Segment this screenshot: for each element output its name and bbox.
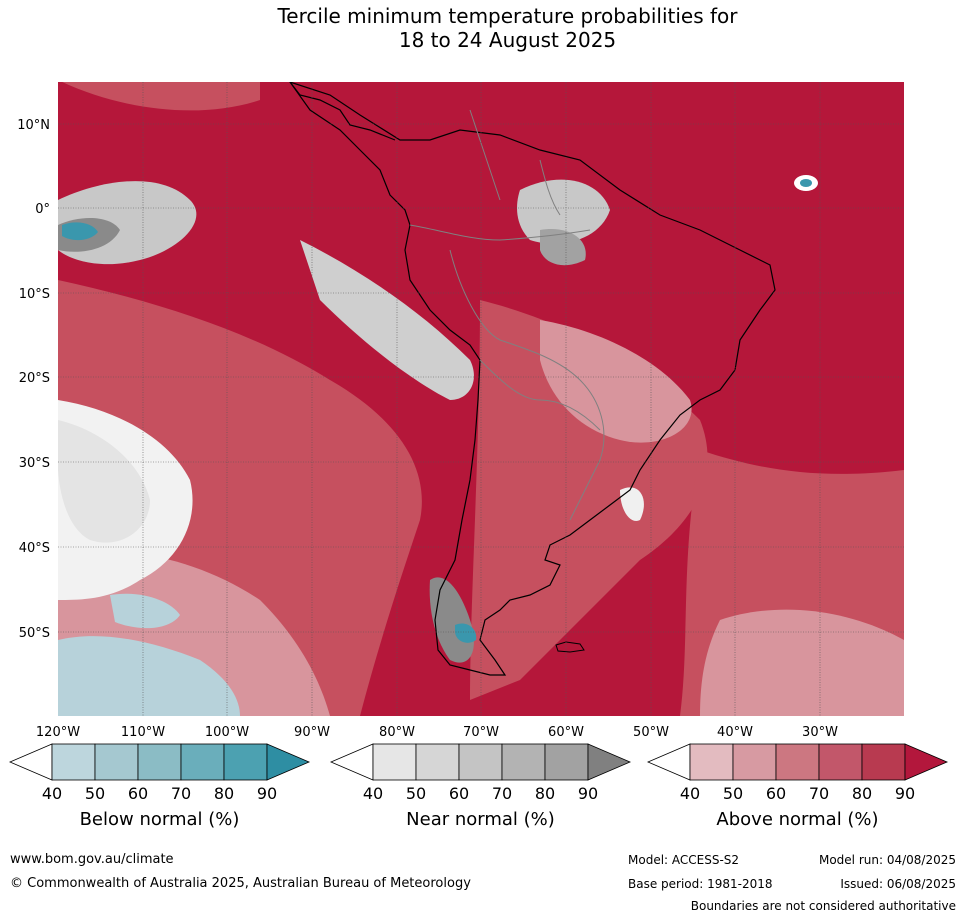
colorbar-tick-label: 70	[171, 784, 191, 803]
colorbar-segment	[223, 743, 268, 781]
colorbar-title: Below normal (%)	[80, 809, 240, 830]
colorbar-segment	[689, 743, 734, 781]
footer-model: Model: ACCESS-S2	[628, 853, 740, 867]
lon-label: 120°W	[36, 725, 80, 740]
legend-near-normal: 40 50 60 70 80 90 Near normal (%)	[329, 743, 632, 830]
footer-copyright: © Commonwealth of Australia 2025, Austra…	[10, 876, 471, 891]
lat-label: 10°N	[17, 118, 50, 133]
colorbar-tick-label: 40	[42, 784, 62, 803]
region-gray-venezuela	[517, 179, 610, 244]
lat-label: 40°S	[19, 541, 50, 556]
colorbar-segment	[372, 743, 417, 781]
title-line-2: 18 to 24 August 2025	[398, 28, 617, 52]
footer-base-period: Base period: 1981-2018	[628, 877, 773, 891]
colorbar-segment	[180, 743, 225, 781]
colorbar-tick-label: 50	[85, 784, 105, 803]
colorbar-tick-label: 60	[128, 784, 148, 803]
footer-url[interactable]: www.bom.gov.au/climate	[10, 852, 174, 867]
colorbar-tick-label: 50	[723, 784, 743, 803]
colorbar-segment	[137, 743, 182, 781]
region-gray-west	[58, 420, 150, 543]
lon-label: 50°W	[633, 725, 669, 740]
region-gray-peru	[300, 240, 474, 400]
colorbar-segment	[861, 743, 906, 781]
colorbar-tick-label: 60	[766, 784, 786, 803]
region-blue-light-sw	[58, 636, 240, 716]
colorbar-tick-label: 70	[809, 784, 829, 803]
colorbar-segment	[94, 743, 139, 781]
colorbar-title: Near normal (%)	[406, 809, 555, 830]
lon-label: 90°W	[294, 725, 330, 740]
colorbar-segment	[544, 743, 589, 781]
colorbar-tick-label: 40	[680, 784, 700, 803]
border-north	[409, 224, 591, 241]
colorbar-segment	[818, 743, 863, 781]
legend-above-normal: 40 50 60 70 80 90 Above normal (%)	[646, 743, 949, 830]
chart-title: Tercile minimum temperature probabilitie…	[0, 4, 965, 52]
border-bolivia	[479, 359, 601, 431]
colorbar-segment	[775, 743, 820, 781]
map-panel	[58, 82, 904, 716]
footer-disclaimer: Boundaries are not considered authoritat…	[690, 899, 956, 913]
colorbar-tick-label: 80	[852, 784, 872, 803]
region-red-mid-north	[58, 82, 260, 111]
region-gray-dark-venezuela	[540, 229, 586, 266]
colorbar-tick-label: 70	[492, 784, 512, 803]
lat-label: 30°S	[19, 456, 50, 471]
colorbar-title: Above normal (%)	[716, 809, 878, 830]
colorbar-segment	[458, 743, 503, 781]
legend-below-normal: 40 50 60 70 80 90 Below normal (%)	[8, 743, 311, 830]
colorbar-max-arrow	[266, 743, 311, 781]
colorbar-segment	[415, 743, 460, 781]
colorbar-max-arrow	[587, 743, 632, 781]
colorbar-tick-label: 60	[449, 784, 469, 803]
colorbar-tick-label: 90	[578, 784, 598, 803]
colorbar-segment	[51, 743, 96, 781]
colorbar-min-arrow	[8, 743, 53, 781]
colorbar-segment	[501, 743, 546, 781]
region-teal-tropics	[62, 222, 98, 241]
spot-teal-atlantic	[800, 179, 812, 187]
lon-label: 30°W	[802, 725, 838, 740]
lat-label: 0°	[35, 202, 50, 217]
colorbar-max-arrow	[904, 743, 949, 781]
border-colombia	[469, 109, 501, 201]
colorbar-tick-label: 80	[535, 784, 555, 803]
lon-label: 70°W	[463, 725, 499, 740]
colorbar-tick-label: 50	[406, 784, 426, 803]
footer-issued: Issued: 06/08/2025	[840, 877, 956, 891]
colorbar-tick-label: 40	[363, 784, 383, 803]
lon-axis: 120°W 110°W 100°W 90°W 80°W 70°W 60°W 50…	[36, 725, 838, 740]
graticule	[58, 82, 904, 716]
colorbar-tick-label: 90	[895, 784, 915, 803]
region-blue-light-patch	[110, 593, 180, 629]
region-teal-patagonia	[455, 623, 477, 643]
border-central	[449, 249, 605, 521]
lat-axis: 10°N 0° 10°S 20°S 30°S 40°S 50°S	[17, 118, 50, 641]
central-america-coastline	[289, 82, 396, 141]
title-line-1: Tercile minimum temperature probabilitie…	[277, 4, 738, 28]
region-pink-south-atl	[700, 609, 904, 716]
south-america-coastline	[289, 82, 776, 676]
colorbar-segment	[732, 743, 777, 781]
footer-model-run: Model run: 04/08/2025	[818, 853, 956, 867]
lon-label: 110°W	[121, 725, 165, 740]
lon-label: 60°W	[548, 725, 584, 740]
spot-white-uruguay	[620, 487, 644, 521]
lon-label: 80°W	[379, 725, 415, 740]
colorbar-min-arrow	[329, 743, 374, 781]
colorbar-min-arrow	[646, 743, 691, 781]
lat-label: 10°S	[19, 287, 50, 302]
lat-label: 50°S	[19, 626, 50, 641]
border-venezuela	[539, 159, 561, 216]
lon-label: 40°W	[717, 725, 753, 740]
colorbar-tick-label: 90	[257, 784, 277, 803]
lon-label: 100°W	[205, 725, 249, 740]
colorbar-tick-label: 80	[214, 784, 234, 803]
lat-label: 20°S	[19, 371, 50, 386]
